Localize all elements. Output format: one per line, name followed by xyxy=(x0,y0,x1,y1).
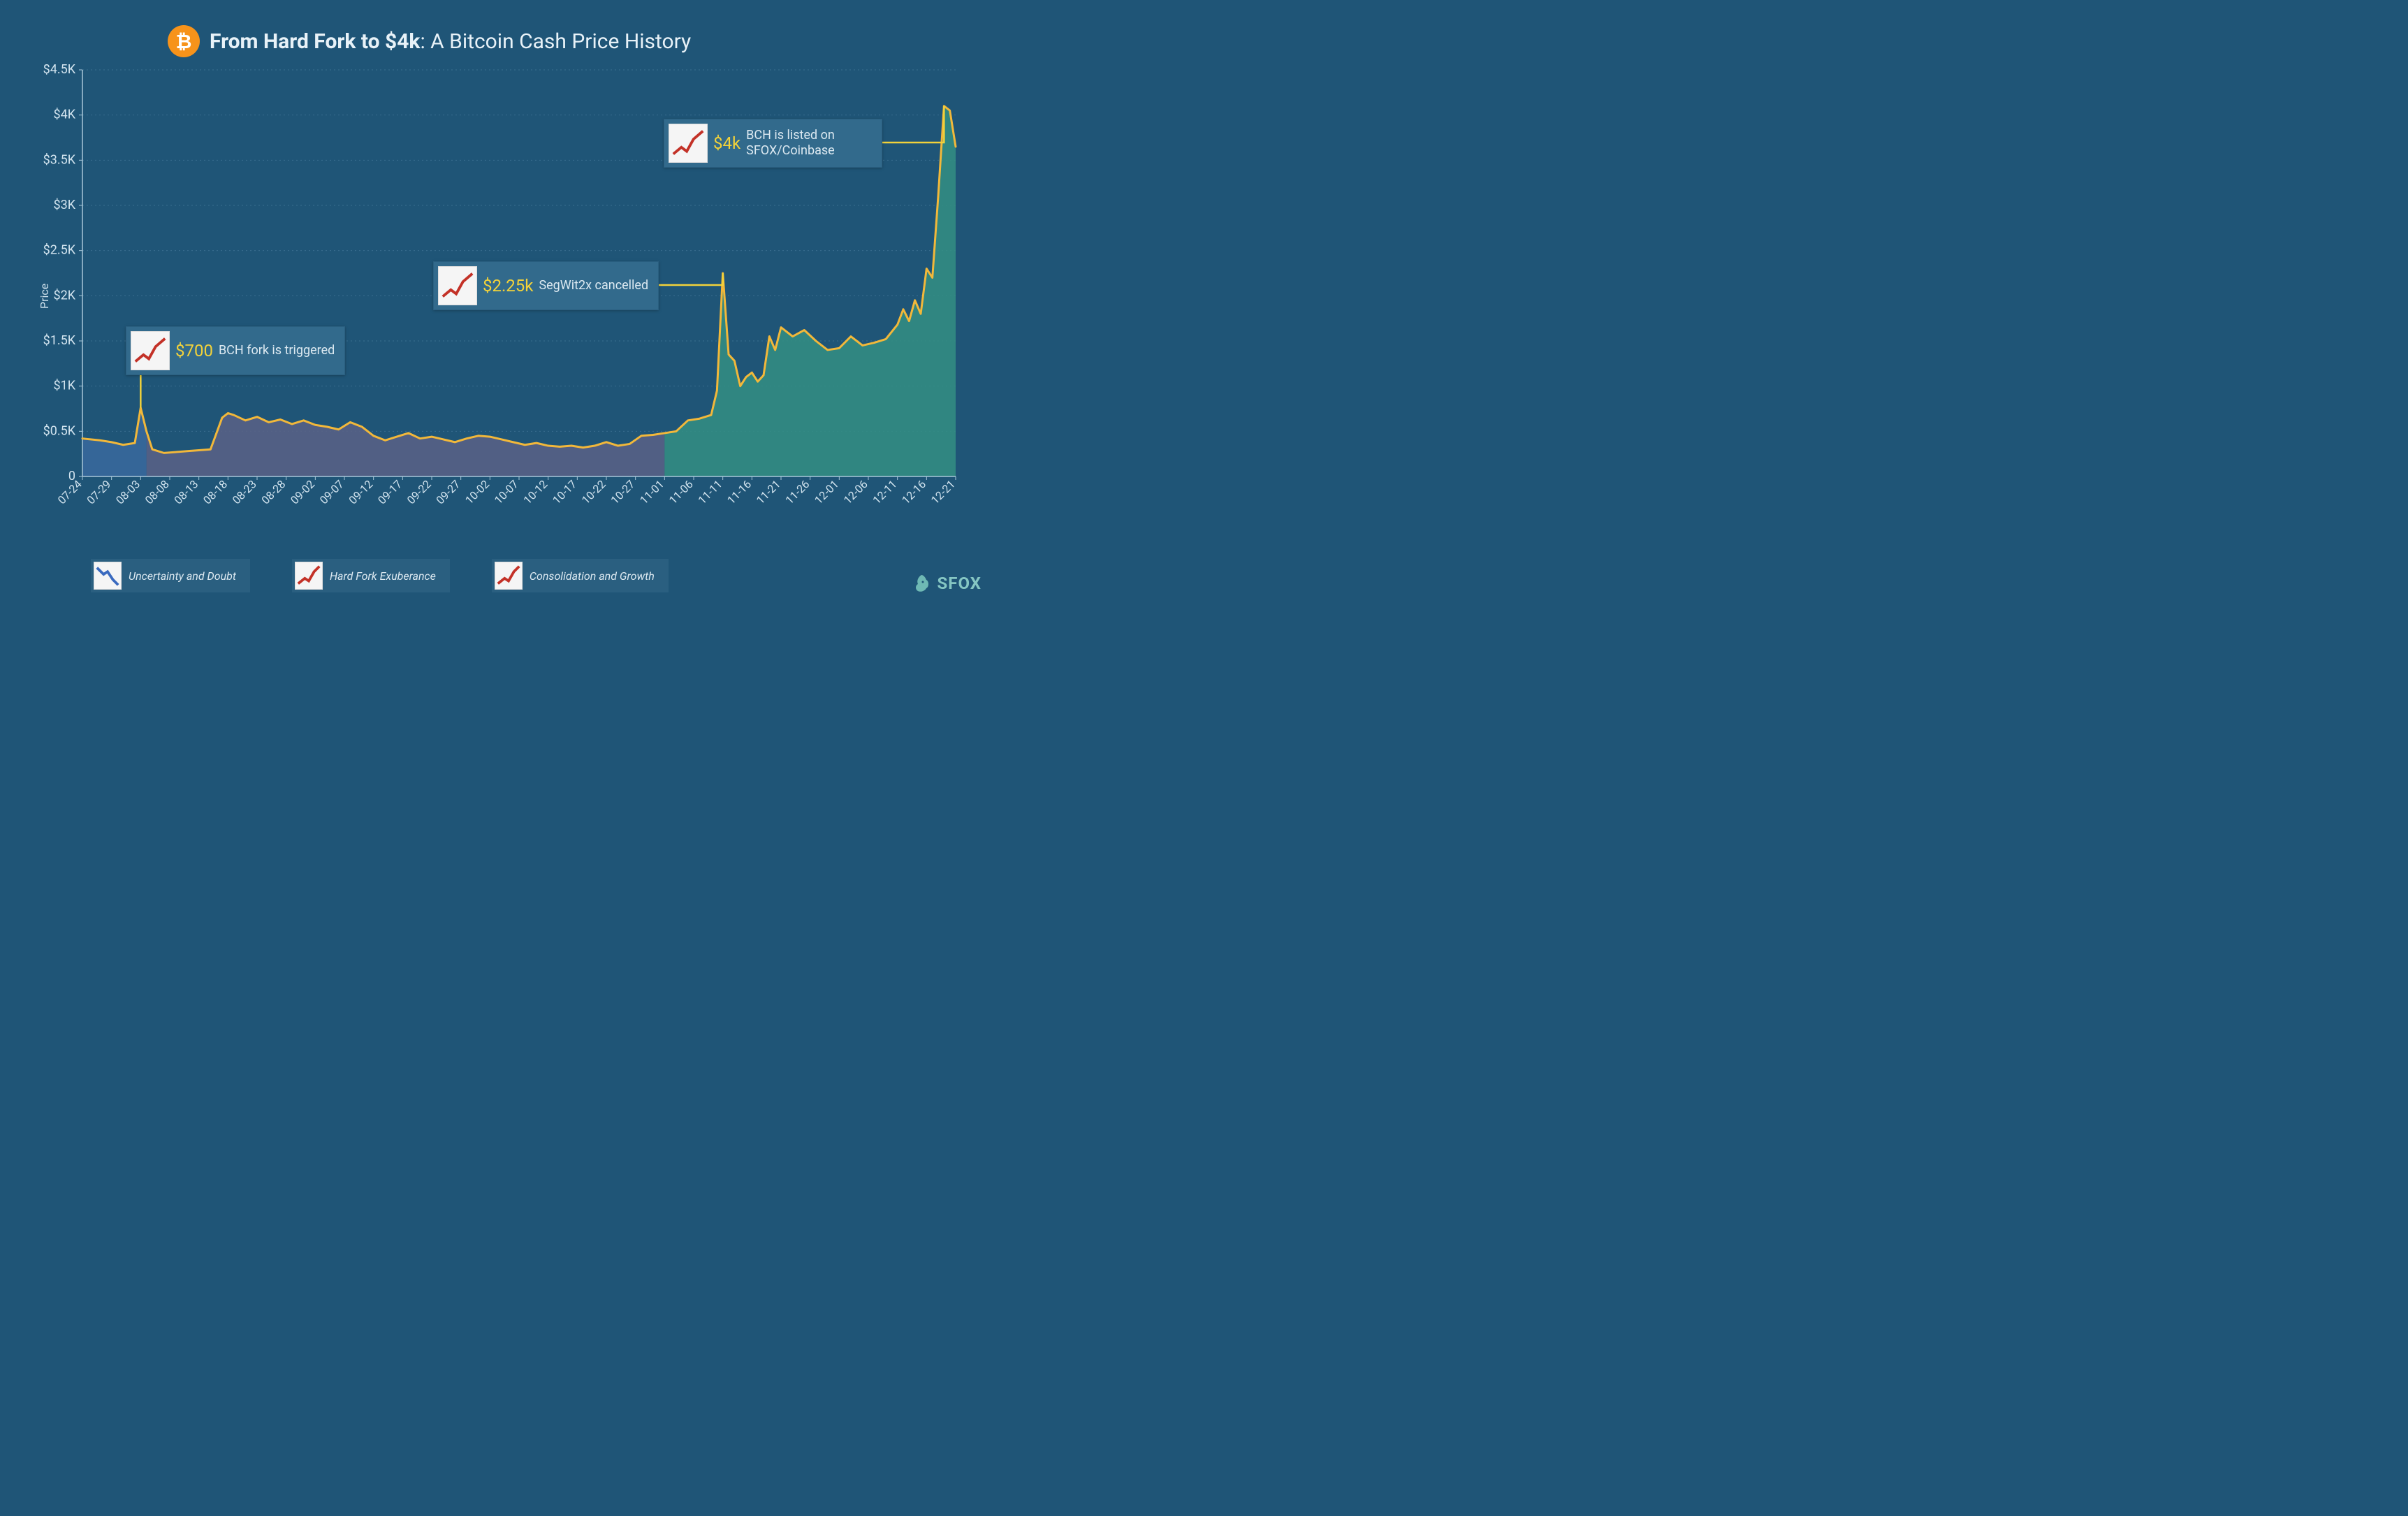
legend-label: Hard Fork Exuberance xyxy=(330,569,436,583)
svg-text:12-21: 12-21 xyxy=(928,477,958,506)
trend-up-icon xyxy=(438,266,477,305)
chart-title-bold: From Hard Fork to $4k xyxy=(210,29,420,54)
callout-price: $700 xyxy=(175,341,213,360)
svg-text:11-26: 11-26 xyxy=(782,477,812,506)
trend-down-icon xyxy=(94,562,122,590)
trend-up-icon xyxy=(495,562,523,590)
svg-text:07-29: 07-29 xyxy=(84,477,113,506)
trend-up-icon xyxy=(669,124,708,163)
sfox-icon xyxy=(911,573,932,594)
y-axis-label: Price xyxy=(38,284,51,309)
svg-text:$2.5K: $2.5K xyxy=(43,243,76,258)
legend-growth: Consolidation and Growth xyxy=(492,559,669,592)
svg-text:09-12: 09-12 xyxy=(346,477,375,506)
svg-text:$4.5K: $4.5K xyxy=(43,64,76,77)
svg-text:08-13: 08-13 xyxy=(171,477,200,506)
chart-legend: Uncertainty and Doubt Hard Fork Exuberan… xyxy=(91,559,669,592)
callout-listed: $4k BCH is listed on SFOX/Coinbase xyxy=(664,119,882,168)
bitcoin-logo-icon: ₿ xyxy=(168,25,200,57)
svg-text:$4K: $4K xyxy=(53,108,75,122)
svg-text:08-08: 08-08 xyxy=(143,477,172,506)
svg-text:12-06: 12-06 xyxy=(841,477,870,506)
svg-text:$0.5K: $0.5K xyxy=(43,423,76,438)
svg-text:10-12: 10-12 xyxy=(520,477,550,506)
svg-text:$3.5K: $3.5K xyxy=(43,152,76,167)
svg-text:10-02: 10-02 xyxy=(462,477,492,506)
callout-desc: BCH fork is triggered xyxy=(219,343,335,358)
svg-text:$3K: $3K xyxy=(53,198,75,212)
svg-text:12-16: 12-16 xyxy=(899,477,928,506)
svg-text:09-27: 09-27 xyxy=(433,477,462,506)
callout-segwit: $2.25k SegWit2x cancelled xyxy=(433,261,659,310)
callout-desc: BCH is listed on SFOX/Coinbase xyxy=(746,128,872,158)
callout-price: $4k xyxy=(713,133,740,153)
svg-text:$1K: $1K xyxy=(53,379,75,393)
svg-text:09-22: 09-22 xyxy=(404,477,434,506)
svg-text:11-11: 11-11 xyxy=(695,477,724,506)
trend-up-icon xyxy=(131,331,170,370)
svg-text:09-07: 09-07 xyxy=(317,477,346,506)
chart-title-rest: : A Bitcoin Cash Price History xyxy=(420,29,691,54)
callout-desc: SegWit2x cancelled xyxy=(539,278,648,293)
svg-text:08-03: 08-03 xyxy=(113,477,143,506)
svg-text:10-22: 10-22 xyxy=(579,477,608,506)
trend-up-icon xyxy=(295,562,323,590)
callout-fork: $700 BCH fork is triggered xyxy=(126,326,345,375)
svg-text:$1.5K: $1.5K xyxy=(43,333,76,348)
svg-text:11-21: 11-21 xyxy=(754,477,783,506)
svg-text:11-06: 11-06 xyxy=(666,477,696,506)
legend-uncertainty: Uncertainty and Doubt xyxy=(91,559,250,592)
legend-label: Consolidation and Growth xyxy=(530,569,655,583)
brand-logo: SFOX xyxy=(911,573,982,594)
brand-text: SFOX xyxy=(937,574,982,593)
svg-text:09-02: 09-02 xyxy=(288,477,317,506)
svg-text:09-17: 09-17 xyxy=(375,477,404,506)
legend-label: Uncertainty and Doubt xyxy=(129,569,236,583)
svg-text:07-24: 07-24 xyxy=(55,477,85,506)
svg-text:08-23: 08-23 xyxy=(230,477,259,506)
svg-text:12-11: 12-11 xyxy=(870,477,899,506)
callout-price: $2.25k xyxy=(483,276,533,296)
svg-text:11-16: 11-16 xyxy=(724,477,754,506)
svg-text:$2K: $2K xyxy=(53,288,75,303)
bitcoin-glyph: ₿ xyxy=(176,30,192,53)
svg-text:12-01: 12-01 xyxy=(812,477,841,506)
svg-text:08-28: 08-28 xyxy=(258,477,288,506)
chart-title: From Hard Fork to $4k: A Bitcoin Cash Pr… xyxy=(210,29,691,54)
svg-text:08-18: 08-18 xyxy=(200,477,230,506)
svg-text:10-27: 10-27 xyxy=(608,477,637,506)
legend-exuberance: Hard Fork Exuberance xyxy=(292,559,450,592)
svg-text:10-17: 10-17 xyxy=(550,477,579,506)
svg-text:11-01: 11-01 xyxy=(637,477,666,506)
svg-text:10-07: 10-07 xyxy=(492,477,521,506)
chart-header: ₿ From Hard Fork to $4k: A Bitcoin Cash … xyxy=(168,25,691,57)
